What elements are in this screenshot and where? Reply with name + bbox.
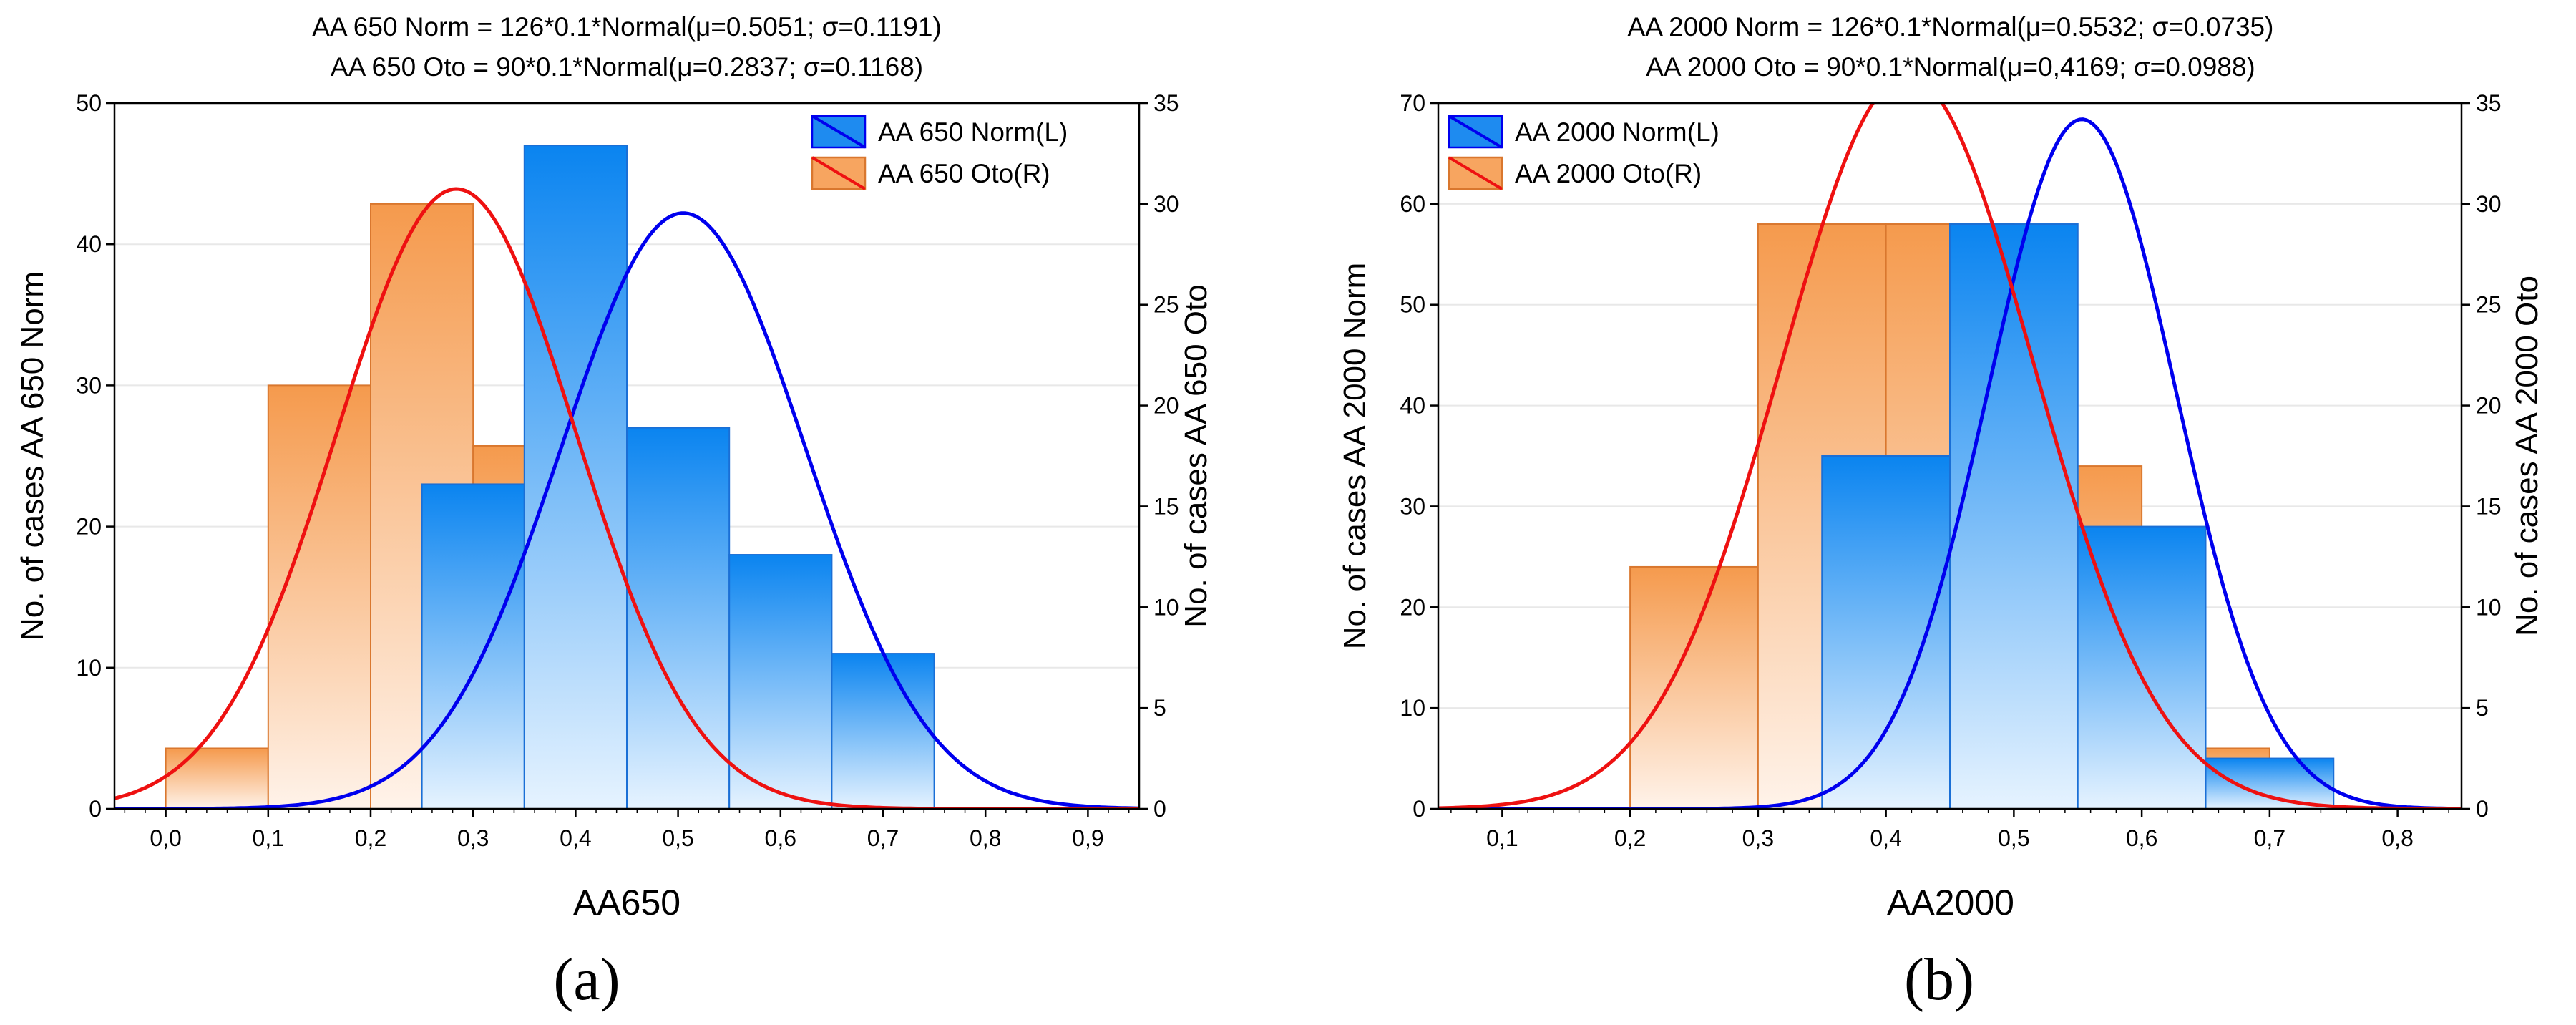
- plot-frame: [113, 102, 1141, 810]
- legend-swatch-line: [1448, 115, 1503, 149]
- bar-oto: [1629, 565, 1759, 810]
- y-left-tick-label: 50: [76, 90, 102, 116]
- y-left-tick-label: 30: [76, 372, 102, 398]
- panel-label-a: (a): [553, 946, 620, 1013]
- chart-panel-a: AA 650 Norm = 126*0.1*Normal(μ=0.5051; σ…: [15, 12, 1214, 923]
- y-left-tick-label: 40: [76, 231, 102, 257]
- x-tick-label: 0,4: [560, 825, 591, 851]
- y-left-tick-label: 30: [1400, 493, 1425, 519]
- x-tick-label: 0,1: [253, 825, 284, 851]
- y-right-tick-label: 0: [2476, 796, 2489, 822]
- x-tick-label: 0,6: [2126, 825, 2157, 851]
- y-left-axis-label: No. of cases AA 650 Norm: [15, 271, 50, 641]
- x-axis-label: AA2000: [1887, 883, 2014, 923]
- legend: AA 650 Norm(L) AA 650 Oto(R): [811, 115, 1068, 190]
- x-tick-label: 0,6: [765, 825, 796, 851]
- chart-title-line: AA 650 Norm = 126*0.1*Normal(μ=0.5051; σ…: [312, 12, 942, 42]
- chart-title-line: AA 2000 Oto = 90*0.1*Normal(μ=0,4169; σ=…: [1646, 52, 2255, 82]
- chart-panel-b: AA 2000 Norm = 126*0.1*Normal(μ=0.5532; …: [1337, 12, 2545, 923]
- legend-swatch-line: [811, 156, 867, 190]
- y-right-tick-label: 20: [2476, 393, 2502, 419]
- x-tick-label: 0,2: [355, 825, 386, 851]
- x-tick-label: 0,9: [1072, 825, 1103, 851]
- y-right-tick-label: 10: [1153, 594, 1179, 620]
- bar-norm: [728, 554, 833, 810]
- bar-norm: [2205, 757, 2335, 810]
- x-tick-label: 0,1: [1486, 825, 1518, 851]
- y-left-tick-label: 10: [1400, 695, 1425, 721]
- y-right-tick-label: 15: [2476, 493, 2502, 519]
- y-left-tick-label: 40: [1400, 393, 1425, 419]
- y-left-tick-label: 0: [89, 796, 102, 822]
- x-tick-label: 0,7: [2254, 825, 2285, 851]
- bar-norm: [831, 653, 935, 810]
- x-tick-label: 0,0: [150, 825, 181, 851]
- y-right-tick-label: 30: [1153, 191, 1179, 217]
- x-axis-label: AA650: [573, 883, 680, 923]
- y-right-tick-label: 30: [2476, 191, 2502, 217]
- bar-oto: [267, 384, 371, 810]
- legend: AA 2000 Norm(L) AA 2000 Oto(R): [1448, 115, 1719, 190]
- x-tick-label: 0,8: [2381, 825, 2413, 851]
- x-tick-label: 0,7: [867, 825, 899, 851]
- y-right-tick-label: 35: [1153, 90, 1179, 116]
- chart-title-line: AA 2000 Norm = 126*0.1*Normal(μ=0.5532; …: [1628, 12, 2274, 42]
- legend-label-norm: AA 650 Norm(L): [878, 117, 1068, 147]
- y-right-tick-label: 25: [2476, 292, 2502, 318]
- bar-norm: [626, 427, 731, 810]
- y-right-tick-label: 5: [1153, 695, 1166, 721]
- x-tick-label: 0,3: [457, 825, 489, 851]
- x-tick-label: 0,8: [970, 825, 1001, 851]
- x-tick-label: 0,5: [1998, 825, 2029, 851]
- y-left-tick-label: 0: [1413, 796, 1425, 822]
- y-left-tick-label: 50: [1400, 292, 1425, 318]
- fit-curve-oto: [1438, 103, 2462, 809]
- y-right-tick-label: 0: [1153, 796, 1166, 822]
- y-left-tick-label: 10: [76, 655, 102, 681]
- bar-oto: [165, 747, 269, 810]
- y-left-tick-label: 20: [76, 514, 102, 540]
- y-right-tick-label: 10: [2476, 594, 2502, 620]
- legend-swatch-line: [811, 115, 867, 149]
- fit-curve-norm: [114, 211, 1139, 809]
- panel-label-b: (b): [1904, 946, 1974, 1013]
- fit-curve-norm: [1438, 117, 2462, 809]
- y-right-axis-label: No. of cases AA 650 Oto: [1179, 284, 1214, 627]
- legend-label-oto: AA 2000 Oto(R): [1515, 159, 1702, 188]
- x-tick-label: 0,4: [1870, 825, 1901, 851]
- bar-norm: [421, 483, 525, 810]
- y-right-tick-label: 5: [2476, 695, 2489, 721]
- bar-norm: [523, 145, 628, 810]
- x-tick-label: 0,2: [1614, 825, 1646, 851]
- y-right-tick-label: 20: [1153, 393, 1179, 419]
- x-tick-label: 0,3: [1742, 825, 1774, 851]
- x-tick-label: 0,5: [662, 825, 693, 851]
- legend-label-oto: AA 650 Oto(R): [878, 159, 1050, 188]
- legend-swatch-line: [1448, 156, 1503, 190]
- y-right-tick-label: 35: [2476, 90, 2502, 116]
- chart-title-line: AA 650 Oto = 90*0.1*Normal(μ=0.2837; σ=0…: [331, 52, 923, 82]
- y-left-tick-label: 20: [1400, 594, 1425, 620]
- y-left-tick-label: 70: [1400, 90, 1425, 116]
- y-right-tick-label: 25: [1153, 292, 1179, 318]
- bar-norm: [1949, 223, 2079, 810]
- y-right-axis-label: No. of cases AA 2000 Oto: [2509, 276, 2545, 636]
- y-left-axis-label: No. of cases AA 2000 Norm: [1337, 263, 1372, 650]
- legend-label-norm: AA 2000 Norm(L): [1515, 117, 1719, 147]
- y-right-tick-label: 15: [1153, 493, 1179, 519]
- y-left-tick-label: 60: [1400, 191, 1425, 217]
- bar-norm: [1821, 455, 1951, 810]
- plot-frame: [1437, 102, 2463, 810]
